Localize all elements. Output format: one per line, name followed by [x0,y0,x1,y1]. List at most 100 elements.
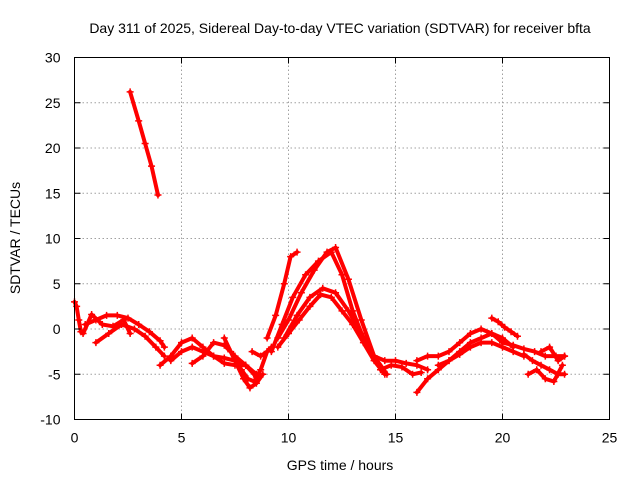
y-tick-label: 25 [45,95,61,111]
data-point [75,316,83,324]
y-tick-label: 20 [45,140,61,156]
data-point [344,307,352,315]
data-point [370,352,378,360]
series-track-22 [488,314,521,340]
data-point [220,354,228,362]
data-point [513,332,521,340]
data-point [509,341,517,349]
series-track-25 [524,361,566,385]
data-point [409,370,417,378]
data-point [546,366,554,374]
data-point [392,357,399,365]
data-point [377,366,385,374]
data-point [188,359,196,367]
data-point [274,334,282,342]
data-point [98,320,106,328]
series-line [72,299,83,334]
y-tick-label: 15 [45,185,61,201]
data-point [357,330,365,338]
data-point [541,375,549,383]
grid [74,57,610,420]
series-track-7 [167,343,260,378]
data-point [210,339,218,347]
data-point [246,384,254,392]
x-tick-label: 0 [71,430,79,446]
data-point [242,361,250,369]
data-point [317,291,325,299]
series-line [414,327,516,363]
data-point [293,311,301,319]
series-track-5 [126,88,162,199]
data-point [126,330,134,338]
data-point [561,370,569,378]
data-point [528,357,536,365]
series-track-26 [537,343,569,365]
data-point [417,368,425,376]
data-point [332,244,340,252]
data-point [402,359,410,367]
data-point [434,361,442,369]
data-point [124,314,132,322]
y-tick-label: 10 [45,231,61,247]
data-point [287,253,295,261]
data-point [310,266,318,274]
data-point [148,162,156,170]
data-point [257,366,265,374]
data-point [250,377,258,385]
data-point [103,311,111,319]
series-track-12 [263,248,301,342]
data-point [488,339,496,347]
data-point [507,328,515,336]
y-tick-label: 5 [53,276,61,292]
data-point [272,311,280,319]
data-point [477,339,485,347]
data-point [533,366,541,374]
data-point [413,357,421,365]
data-point [524,370,532,378]
data-point [558,361,566,369]
data-point [210,352,218,360]
x-tick-label: 15 [388,430,404,446]
data-point [188,334,196,342]
series-line [233,349,270,384]
x-tick-label: 25 [602,430,618,446]
data-point [244,375,252,383]
data-point [546,343,554,351]
series-track-15 [274,291,389,378]
data-point [81,320,89,328]
data-point [289,293,297,301]
data-point [178,348,185,356]
x-tick-label: 5 [178,430,186,446]
data-point [156,337,164,345]
data-point [237,366,245,374]
data-point [550,377,558,385]
data-point [381,357,389,365]
axis-ticks: 0 5 10 15 20 25 -10 -5 0 5 10 15 20 25 30 [40,50,617,446]
data-point [199,352,207,360]
data-point [338,271,346,279]
data-series [71,88,569,396]
x-axis-label: GPS time / hours [287,457,394,473]
series-track-18 [377,361,425,378]
y-tick-label: 30 [45,50,61,66]
data-point [319,284,327,292]
data-point [188,343,196,351]
data-point [154,191,162,199]
data-point [520,350,528,358]
data-point [293,248,301,256]
data-point [130,325,138,333]
data-point [135,117,143,125]
data-point [274,343,282,351]
data-point [105,330,113,338]
data-point [306,293,314,301]
data-point [332,289,340,297]
data-point [79,330,87,338]
data-point [113,311,121,319]
data-point [92,316,100,324]
data-point [280,334,288,342]
y-tick-label: 0 [53,321,61,337]
series-line [539,345,567,363]
data-point [488,314,496,322]
